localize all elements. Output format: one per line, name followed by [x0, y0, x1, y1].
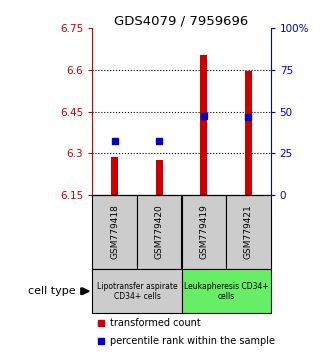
Bar [92, 195, 137, 269]
Title: GDS4079 / 7959696: GDS4079 / 7959696 [115, 14, 248, 27]
Text: GSM779418: GSM779418 [110, 205, 119, 259]
Text: transformed count: transformed count [110, 318, 201, 328]
Bar [111, 158, 118, 195]
Text: cell type: cell type [28, 286, 76, 296]
Bar [182, 195, 226, 269]
Text: percentile rank within the sample: percentile rank within the sample [110, 336, 275, 346]
Bar [226, 195, 271, 269]
Bar [245, 72, 252, 195]
Text: GSM779421: GSM779421 [244, 205, 253, 259]
Bar [182, 269, 271, 313]
Text: Leukapheresis CD34+
cells: Leukapheresis CD34+ cells [184, 281, 268, 301]
Bar [137, 195, 182, 269]
Text: GSM779420: GSM779420 [155, 205, 164, 259]
Text: GSM779419: GSM779419 [199, 205, 208, 259]
Bar [156, 160, 163, 195]
Bar [92, 269, 182, 313]
Text: Lipotransfer aspirate
CD34+ cells: Lipotransfer aspirate CD34+ cells [97, 281, 177, 301]
Bar [200, 55, 207, 195]
